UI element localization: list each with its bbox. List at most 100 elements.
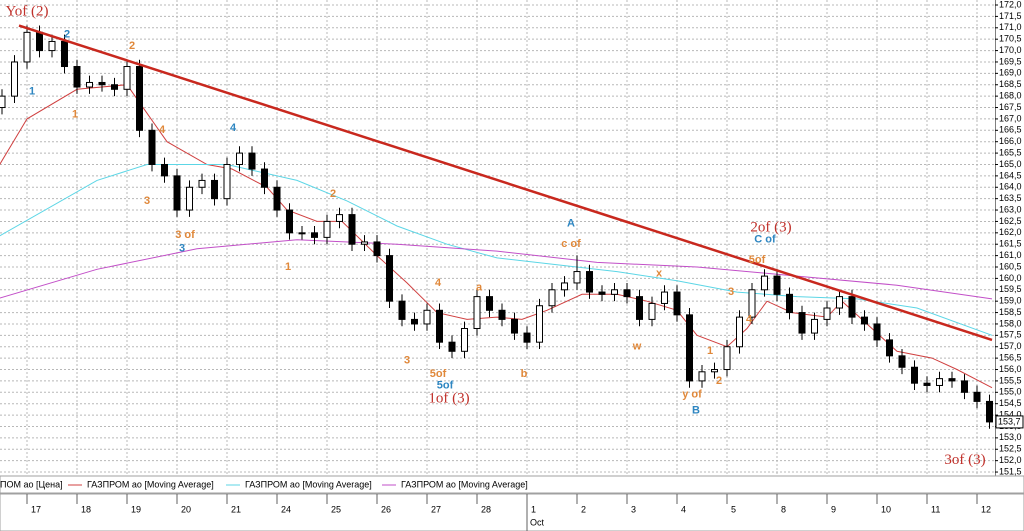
candle-body [698,371,706,382]
candle-body [36,31,43,52]
candle-body [836,296,843,309]
wave-label: 3 of [175,229,195,241]
candle-body [711,369,718,373]
legend-label: ПОМ ао [Цена] [0,479,63,489]
y-tick-label: 155,0 [999,387,1022,397]
y-tick-label: 155,5 [999,375,1022,385]
moving-average-line [0,239,993,300]
wave-label: 2 [716,375,722,387]
x-tick-label: 11 [931,504,940,514]
candle-body [498,309,506,320]
y-tick-label: 157,0 [999,341,1022,351]
y-tick-label: 171,0 [999,22,1022,32]
candle-body [61,40,68,68]
x-axis-bar [0,493,1024,531]
wave-label: y of [682,388,702,400]
candle-body [423,309,431,325]
wave-label: 3of (3) [944,452,985,468]
last-price-label: 153,7 [998,416,1021,426]
candle-body [961,380,968,393]
candle-body [898,355,906,368]
wave-label: Yof (2) [5,3,48,19]
x-tick-label: 25 [331,504,341,514]
x-tick-label: 8 [781,504,786,514]
wave-label: w [632,341,642,353]
candle-body [248,152,256,170]
candle-body [11,61,18,97]
y-tick-label: 161,5 [999,239,1022,249]
candle-body [136,66,143,131]
wave-label: 1 [72,108,78,120]
y-tick-label: 172,0 [999,0,1022,9]
y-tick-label: 165,5 [999,147,1022,157]
moving-average-line [0,164,993,336]
candle-body [773,275,781,295]
legend-label: ГАЗПРОМ ао [Moving Average] [245,479,372,489]
y-tick-label: 163,0 [999,204,1022,214]
candle-body [211,179,218,200]
y-tick-label: 171,5 [999,11,1022,21]
candle-body [886,339,893,357]
candle-body [436,309,443,343]
wave-label: 3 [728,286,734,298]
candle-body [661,291,668,304]
y-tick-label: 161,0 [999,250,1022,260]
x-tick-label: 2 [581,504,586,514]
y-tick-label: 160,0 [999,273,1022,283]
wave-label: 2 [129,40,135,52]
moving-average-line [0,84,993,389]
wave-label: 2 [64,29,70,41]
candle-body [748,289,756,318]
candle-body [311,232,318,238]
y-tick-label: 153,0 [999,432,1022,442]
candle-body [573,271,581,284]
candle-body [873,323,881,341]
wave-label: x [656,268,663,280]
y-tick-label: 158,0 [999,318,1022,328]
candle-body [273,186,281,211]
x-tick-label: 21 [231,504,241,514]
candle-body [823,307,831,320]
y-tick-label: 159,0 [999,296,1022,306]
candle-body [386,255,393,302]
candle-body [111,84,118,90]
candle-body [723,346,731,371]
candle-body [98,81,106,86]
wave-label: 4 [435,277,442,289]
last-price-box [995,415,1024,429]
candle-body [73,66,81,88]
wave-label: 4 [746,313,753,325]
x-tick-label: 1 [531,504,536,514]
wave-label: A [567,218,575,230]
wave-label: b [521,368,528,380]
legend-bar [0,475,1024,494]
indicator-lines [0,84,993,389]
candle-body [373,241,381,257]
x-tick-label: 24 [281,504,291,514]
candle-body [623,289,631,298]
wave-label: 2of (3) [750,220,791,236]
y-tick-label: 159,5 [999,284,1022,294]
wave-label: 1 [707,345,713,357]
x-tick-label: 19 [131,504,141,514]
candle-body [511,318,518,334]
candle-body [736,316,743,348]
candle-body [261,168,268,188]
x-tick-label: 18 [81,504,91,514]
y-tick-label: 151,5 [999,466,1022,476]
candle-body [323,220,331,238]
wave-label: 3 [144,195,150,207]
candle-body [673,291,681,316]
wave-label: 1 [285,261,291,273]
y-tick-label: 168,5 [999,79,1022,89]
candle-body [86,81,93,88]
wave-label: c of [561,238,581,250]
y-tick-label: 162,5 [999,216,1022,226]
candle-body [636,296,643,320]
month-label: Oct [530,517,545,527]
y-tick-label: 165,0 [999,159,1022,169]
